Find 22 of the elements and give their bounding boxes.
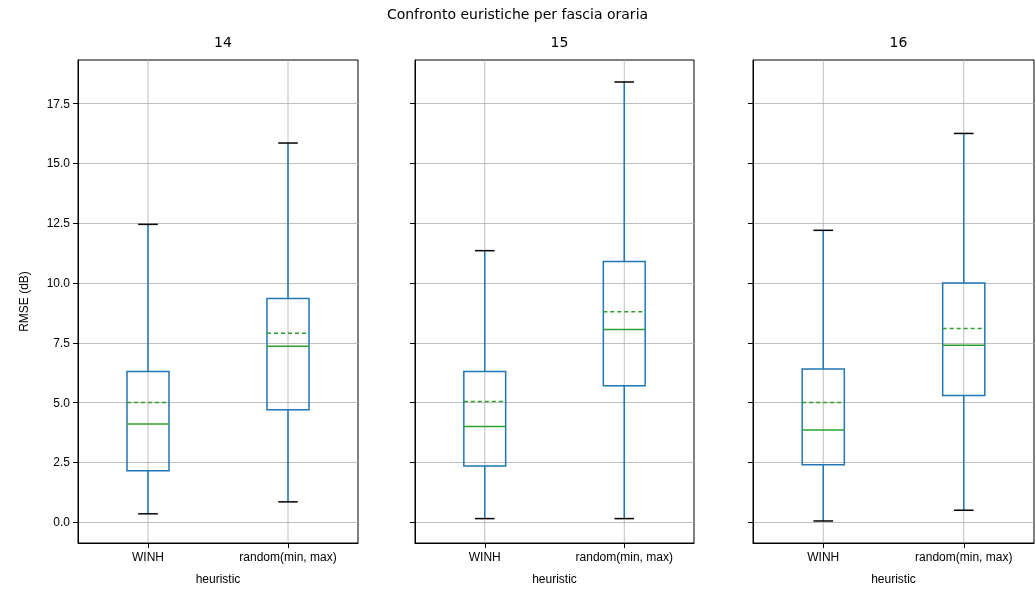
chart-title: 14 [214,34,232,50]
x-tick-label: random(min, max) [575,550,673,564]
y-tick-label: 0.0 [53,515,71,530]
text: Confronto euristiche per fascia oraria [385,6,650,22]
x-tick-label: random(min, max) [239,550,337,564]
x-axis-title: heuristic [532,572,577,586]
x-axis-title: heuristic [871,572,916,586]
y-tick-label: 2.5 [53,455,71,470]
y-axis-title: RMSE (dB) [17,271,31,332]
chart-title: 15 [550,34,569,50]
x-tick-label: random(min, max) [915,550,1013,564]
y-tick-label: 17.5 [46,96,71,111]
x-tick-label: WINH [132,550,164,564]
y-tick-label: 15.0 [46,156,71,171]
y-tick-label: 7.5 [53,335,71,350]
y-tick-label: 10.0 [46,275,71,290]
x-tick-label: WINH [468,550,501,564]
x-tick-label: WINH [807,550,840,564]
chart-title: 16 [889,34,908,50]
x-axis-title: heuristic [195,572,241,586]
y-tick-label: 12.5 [46,216,71,231]
y-tick-label: 5.0 [53,395,71,410]
